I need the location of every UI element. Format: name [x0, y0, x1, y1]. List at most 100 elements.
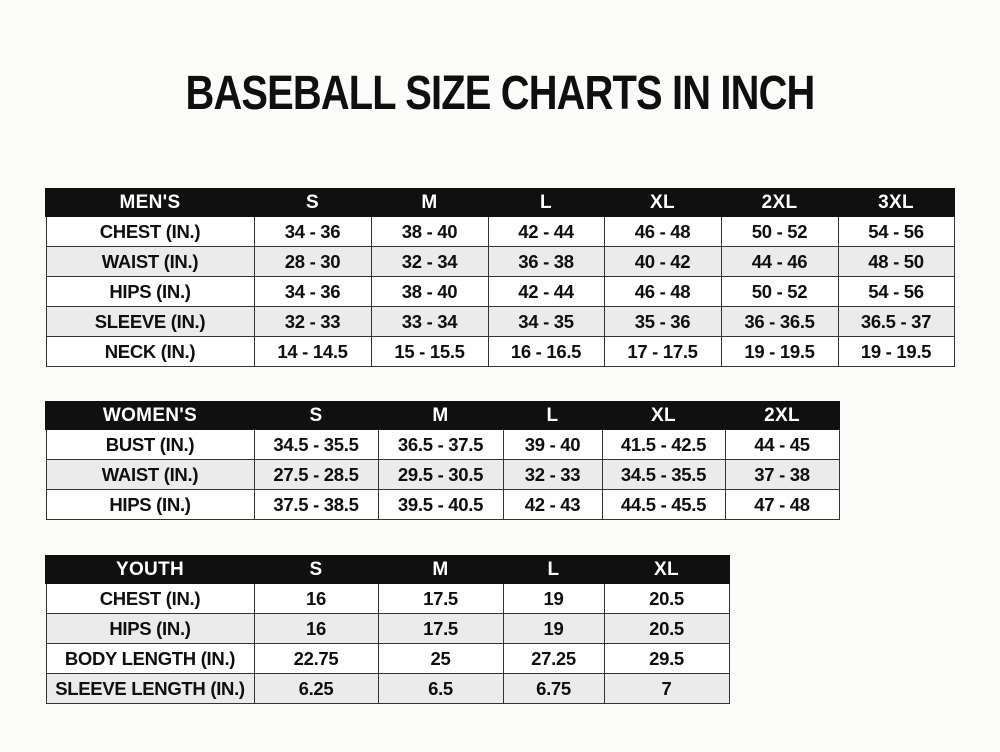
- cell: 14 - 14.5: [253, 336, 372, 367]
- row-label: HIPS (IN.): [45, 489, 255, 520]
- column-header: M: [370, 188, 489, 217]
- cell: 34.5 - 35.5: [253, 428, 379, 460]
- table-row: NECK (IN.) 14 - 14.5 15 - 15.5 16 - 16.5…: [45, 336, 955, 367]
- cell: 33 - 34: [370, 306, 489, 337]
- column-header: S: [253, 188, 372, 217]
- row-label: SLEEVE LENGTH (IN.): [45, 673, 255, 704]
- cell: 36 - 38: [487, 246, 605, 277]
- cell: 50 - 52: [720, 215, 839, 247]
- table-row: HIPS (IN.) 16 17.5 19 20.5: [45, 613, 730, 644]
- mens-size-table: MEN'S S M L XL 2XL 3XL CHEST (IN.) 34 - …: [45, 188, 955, 367]
- row-label: SLEEVE (IN.): [45, 306, 255, 337]
- table-row: SLEEVE LENGTH (IN.) 6.25 6.5 6.75 7: [45, 673, 730, 704]
- cell: 6.25: [253, 673, 379, 704]
- column-header: 2XL: [720, 188, 839, 217]
- cell: 50 - 52: [720, 276, 839, 307]
- cell: 36.5 - 37: [837, 306, 955, 337]
- cell: 46 - 48: [603, 215, 722, 247]
- cell: 37 - 38: [724, 459, 840, 490]
- mens-header-row: MEN'S S M L XL 2XL 3XL: [45, 188, 955, 217]
- cell: 6.75: [502, 673, 605, 704]
- table-row: CHEST (IN.) 16 17.5 19 20.5: [45, 582, 730, 614]
- column-header: WOMEN'S: [45, 401, 255, 430]
- column-header: S: [253, 555, 379, 584]
- cell: 48 - 50: [837, 246, 955, 277]
- cell: 34.5 - 35.5: [601, 459, 726, 490]
- table-row: WAIST (IN.) 27.5 - 28.5 29.5 - 30.5 32 -…: [45, 459, 840, 490]
- cell: 16 - 16.5: [487, 336, 605, 367]
- cell: 7: [603, 673, 730, 704]
- cell: 29.5 - 30.5: [377, 459, 504, 490]
- youth-header-row: YOUTH S M L XL: [45, 555, 730, 584]
- column-header: MEN'S: [45, 188, 255, 217]
- cell: 32 - 34: [370, 246, 489, 277]
- column-header: L: [502, 401, 603, 430]
- table-row: HIPS (IN.) 34 - 36 38 - 40 42 - 44 46 - …: [45, 276, 955, 307]
- cell: 39.5 - 40.5: [377, 489, 504, 520]
- row-label: HIPS (IN.): [45, 276, 255, 307]
- cell: 6.5: [377, 673, 504, 704]
- table-row: HIPS (IN.) 37.5 - 38.5 39.5 - 40.5 42 - …: [45, 489, 840, 520]
- cell: 19 - 19.5: [720, 336, 839, 367]
- column-header: M: [377, 555, 504, 584]
- row-label: CHEST (IN.): [45, 215, 255, 247]
- column-header: M: [377, 401, 504, 430]
- cell: 29.5: [603, 643, 730, 674]
- cell: 40 - 42: [603, 246, 722, 277]
- cell: 46 - 48: [603, 276, 722, 307]
- cell: 44 - 45: [724, 428, 840, 460]
- column-header: 2XL: [724, 401, 840, 430]
- cell: 44 - 46: [720, 246, 839, 277]
- cell: 34 - 36: [253, 215, 372, 247]
- cell: 42 - 43: [502, 489, 603, 520]
- column-header: XL: [603, 555, 730, 584]
- cell: 28 - 30: [253, 246, 372, 277]
- row-label: CHEST (IN.): [45, 582, 255, 614]
- cell: 17.5: [377, 613, 504, 644]
- row-label: HIPS (IN.): [45, 613, 255, 644]
- womens-size-table: WOMEN'S S M L XL 2XL BUST (IN.) 34.5 - 3…: [45, 401, 840, 520]
- cell: 34 - 35: [487, 306, 605, 337]
- cell: 19: [502, 613, 605, 644]
- cell: 54 - 56: [837, 215, 955, 247]
- row-label: WAIST (IN.): [45, 246, 255, 277]
- cell: 54 - 56: [837, 276, 955, 307]
- cell: 19: [502, 582, 605, 614]
- cell: 20.5: [603, 613, 730, 644]
- cell: 19 - 19.5: [837, 336, 955, 367]
- column-header: YOUTH: [45, 555, 255, 584]
- cell: 17 - 17.5: [603, 336, 722, 367]
- table-row: BODY LENGTH (IN.) 22.75 25 27.25 29.5: [45, 643, 730, 674]
- cell: 27.5 - 28.5: [253, 459, 379, 490]
- cell: 34 - 36: [253, 276, 372, 307]
- cell: 32 - 33: [502, 459, 603, 490]
- cell: 37.5 - 38.5: [253, 489, 379, 520]
- cell: 22.75: [253, 643, 379, 674]
- cell: 36.5 - 37.5: [377, 428, 504, 460]
- cell: 39 - 40: [502, 428, 603, 460]
- cell: 25: [377, 643, 504, 674]
- row-label: BODY LENGTH (IN.): [45, 643, 255, 674]
- cell: 41.5 - 42.5: [601, 428, 726, 460]
- cell: 47 - 48: [724, 489, 840, 520]
- column-header: 3XL: [837, 188, 955, 217]
- table-row: CHEST (IN.) 34 - 36 38 - 40 42 - 44 46 -…: [45, 215, 955, 247]
- table-row: WAIST (IN.) 28 - 30 32 - 34 36 - 38 40 -…: [45, 246, 955, 277]
- column-header: L: [502, 555, 605, 584]
- column-header: L: [487, 188, 605, 217]
- cell: 20.5: [603, 582, 730, 614]
- page-title: BASEBALL SIZE CHARTS IN INCH: [185, 67, 816, 120]
- cell: 36 - 36.5: [720, 306, 839, 337]
- cell: 44.5 - 45.5: [601, 489, 726, 520]
- table-row: SLEEVE (IN.) 32 - 33 33 - 34 34 - 35 35 …: [45, 306, 955, 337]
- column-header: XL: [601, 401, 726, 430]
- cell: 27.25: [502, 643, 605, 674]
- row-label: BUST (IN.): [45, 428, 255, 460]
- youth-size-table: YOUTH S M L XL CHEST (IN.) 16 17.5 19 20…: [45, 555, 730, 704]
- cell: 38 - 40: [370, 276, 489, 307]
- cell: 16: [253, 613, 379, 644]
- cell: 16: [253, 582, 379, 614]
- column-header: S: [253, 401, 379, 430]
- row-label: WAIST (IN.): [45, 459, 255, 490]
